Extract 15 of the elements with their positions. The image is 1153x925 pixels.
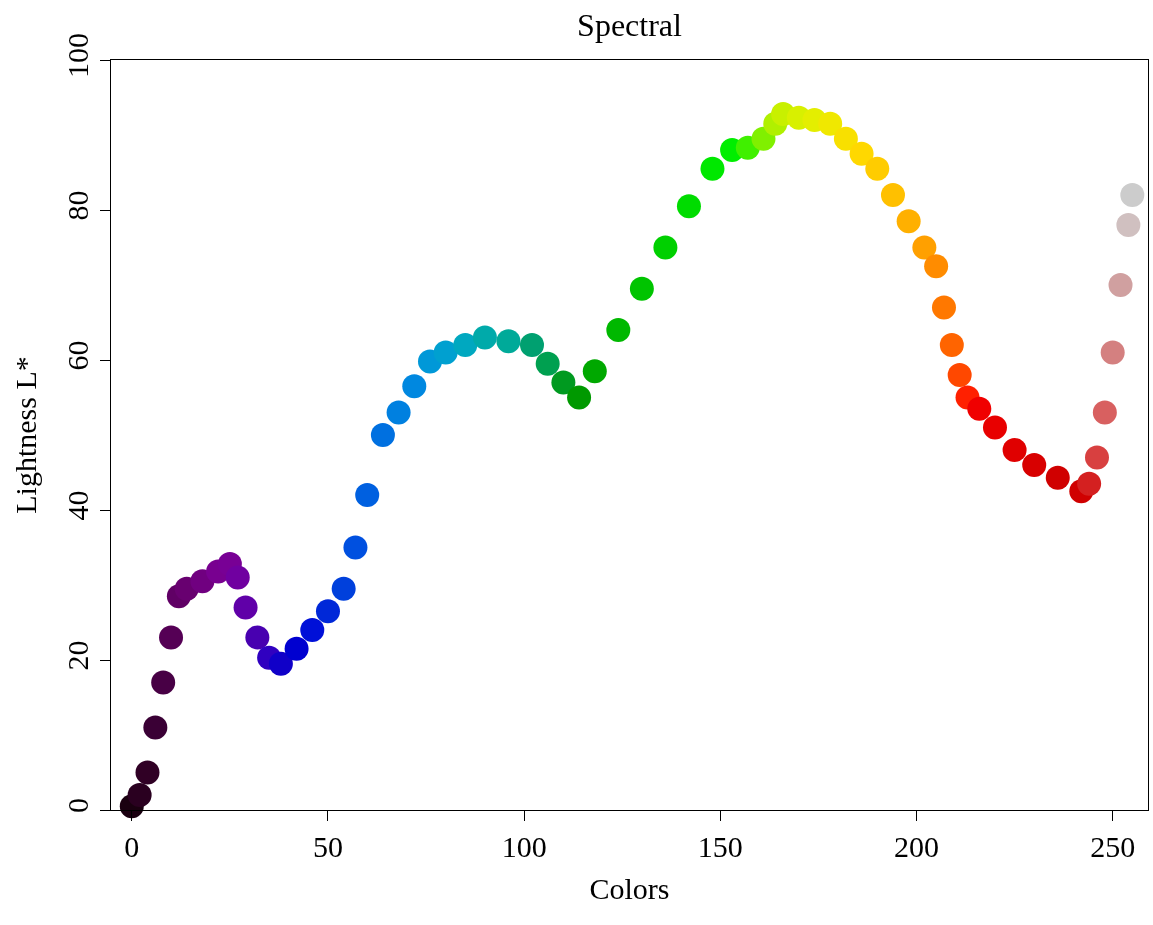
x-tick-label: 100	[501, 830, 547, 863]
x-tick-label: 200	[894, 830, 940, 863]
y-tick-label: 100	[61, 33, 94, 78]
y-tick-label: 0	[61, 798, 94, 813]
x-tick-label: 0	[124, 830, 140, 863]
y-tick-label: 60	[61, 340, 94, 371]
y-tick-label: 40	[61, 490, 94, 521]
x-axis-title: Colors	[589, 871, 670, 905]
x-tick-label: 50	[312, 830, 343, 863]
x-tick-label: 150	[697, 830, 743, 863]
x-tick-label: 250	[1090, 830, 1136, 863]
y-tick-label: 80	[61, 190, 94, 221]
y-axis-title: Lightness L*	[9, 356, 42, 514]
chart-title: Spectral	[577, 7, 683, 44]
y-tick-label: 20	[61, 640, 94, 671]
